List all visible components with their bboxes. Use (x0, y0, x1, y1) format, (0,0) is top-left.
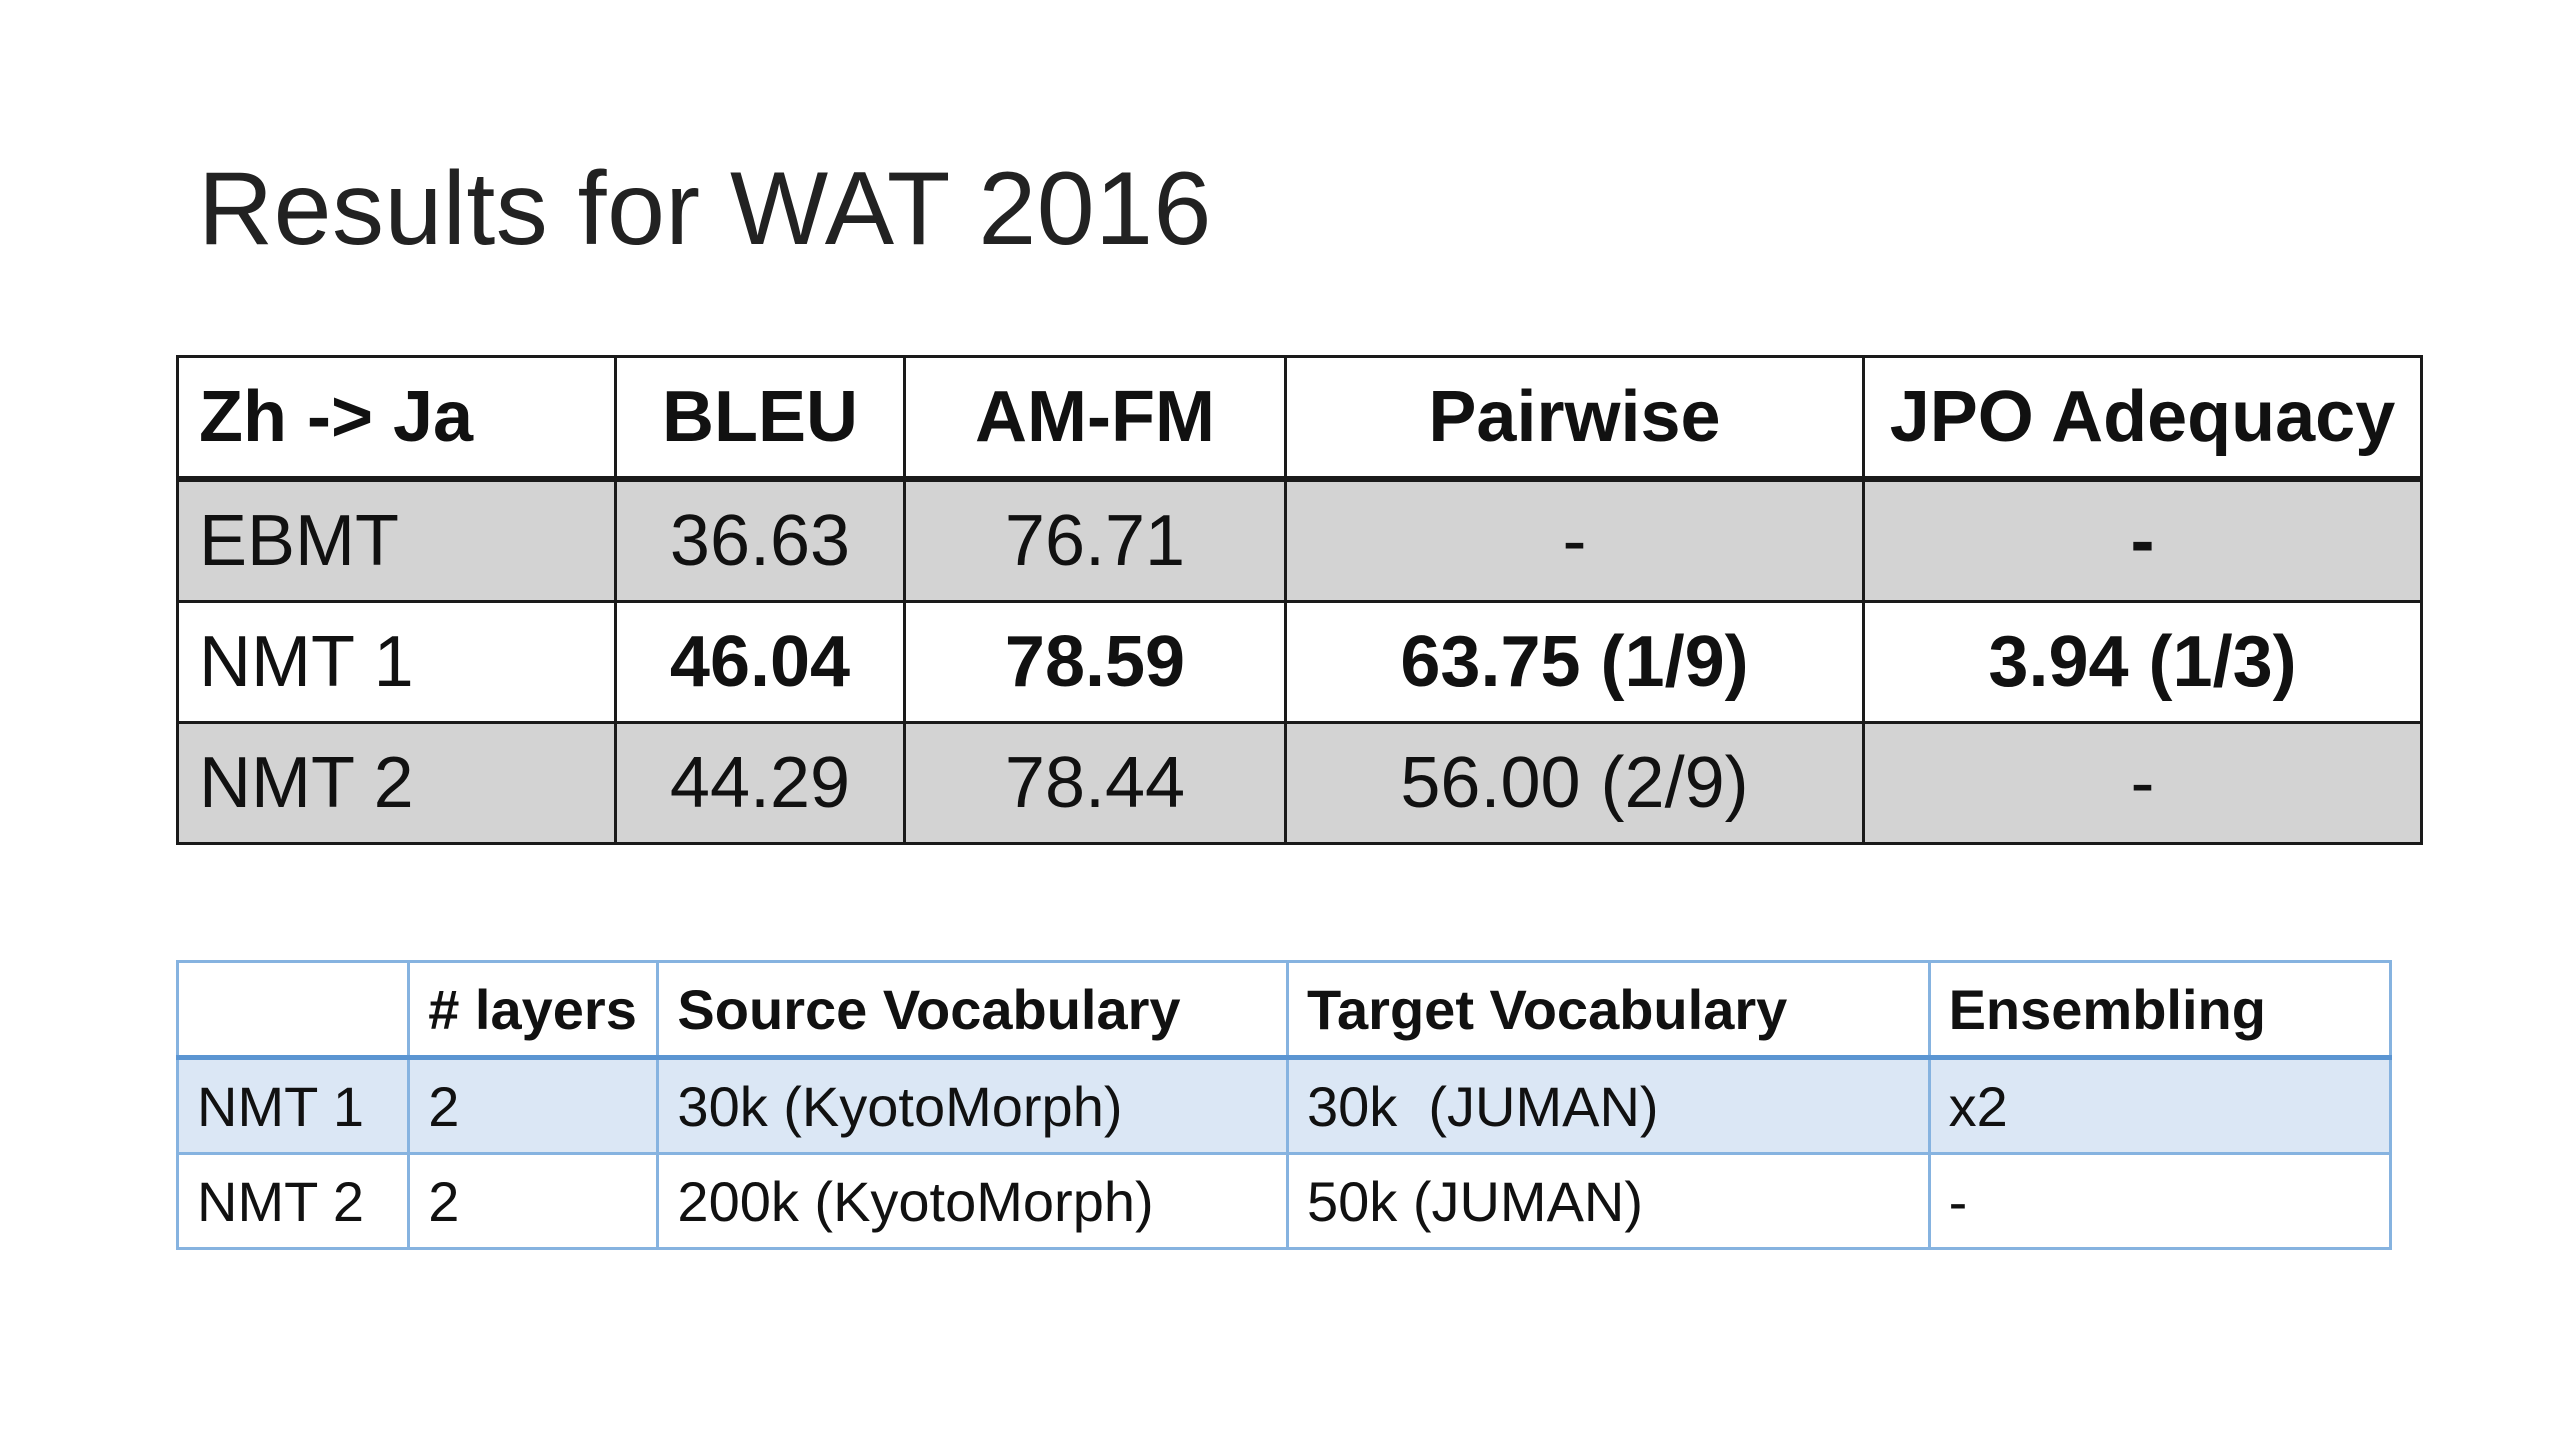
amfm-cell: 78.44 (903, 721, 1287, 845)
jpo-cell: 3.94 (1/3) (1862, 600, 2423, 724)
header-layers: # layers (407, 960, 660, 1060)
header-amfm: AM-FM (903, 355, 1287, 482)
layers-cell: 2 (407, 1056, 660, 1155)
results-table: Zh -> Ja BLEU AM-FM Pairwise JPO Adequac… (176, 355, 2423, 845)
row-label: NMT 1 (175, 1056, 411, 1155)
row-label: NMT 1 (176, 600, 617, 724)
table-row: EBMT 36.63 76.71 - - (176, 477, 2423, 603)
table-row: NMT 2 44.29 78.44 56.00 (2/9) - (176, 721, 2423, 845)
table-row: NMT 1 46.04 78.59 63.75 (1/9) 3.94 (1/3) (176, 600, 2423, 724)
amfm-cell: 78.59 (903, 600, 1287, 724)
pairwise-cell: - (1284, 477, 1865, 603)
ensembling-cell: - (1927, 1152, 2393, 1250)
ensembling-cell: x2 (1927, 1056, 2393, 1155)
jpo-cell: - (1862, 477, 2423, 603)
header-pairwise: Pairwise (1284, 355, 1865, 482)
pairwise-cell: 63.75 (1/9) (1284, 600, 1865, 724)
jpo-cell: - (1862, 721, 2423, 845)
header-language-pair: Zh -> Ja (176, 355, 617, 482)
slide-title: Results for WAT 2016 (198, 151, 1212, 267)
header-ensembling: Ensembling (1927, 960, 2393, 1060)
source-vocab-cell: 30k (KyotoMorph) (656, 1056, 1289, 1155)
bleu-cell: 44.29 (614, 721, 906, 845)
row-label: NMT 2 (175, 1152, 411, 1250)
bleu-cell: 36.63 (614, 477, 906, 603)
row-label: NMT 2 (176, 721, 617, 845)
results-header-row: Zh -> Ja BLEU AM-FM Pairwise JPO Adequac… (176, 355, 2423, 482)
config-header-row: # layers Source Vocabulary Target Vocabu… (175, 960, 2393, 1060)
header-target-vocabulary: Target Vocabulary (1285, 960, 1931, 1060)
row-label: EBMT (176, 477, 617, 603)
target-vocab-cell: 30k (JUMAN) (1285, 1056, 1931, 1155)
target-vocab-cell: 50k (JUMAN) (1285, 1152, 1931, 1250)
source-vocab-cell: 200k (KyotoMorph) (656, 1152, 1289, 1250)
config-table: # layers Source Vocabulary Target Vocabu… (175, 960, 2393, 1250)
header-jpo-adequacy: JPO Adequacy (1862, 355, 2423, 482)
table-row: NMT 2 2 200k (KyotoMorph) 50k (JUMAN) - (175, 1152, 2393, 1250)
header-bleu: BLEU (614, 355, 906, 482)
amfm-cell: 76.71 (903, 477, 1287, 603)
layers-cell: 2 (407, 1152, 660, 1250)
pairwise-cell: 56.00 (2/9) (1284, 721, 1865, 845)
table-row: NMT 1 2 30k (KyotoMorph) 30k (JUMAN) x2 (175, 1056, 2393, 1155)
header-model (175, 960, 411, 1060)
header-source-vocabulary: Source Vocabulary (656, 960, 1289, 1060)
bleu-cell: 46.04 (614, 600, 906, 724)
